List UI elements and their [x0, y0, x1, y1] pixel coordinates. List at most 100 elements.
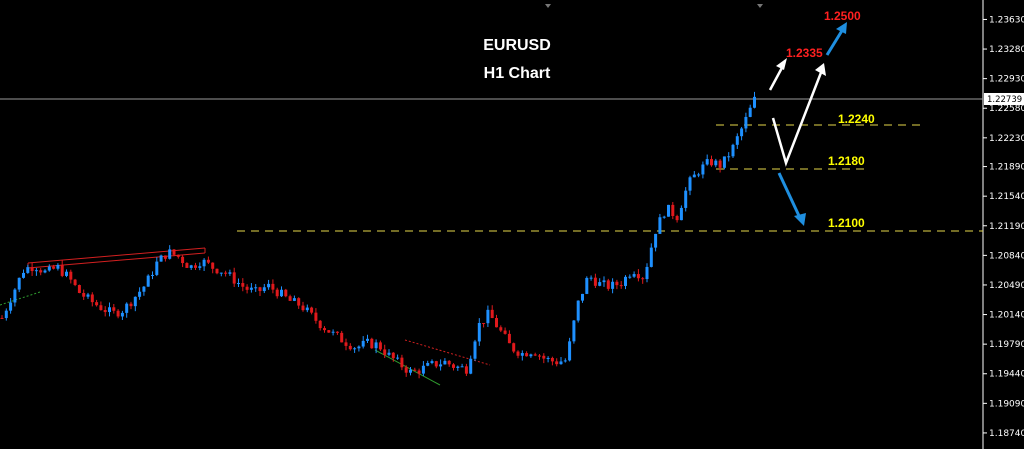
bear-candle	[185, 263, 189, 268]
bear-candle	[318, 320, 322, 329]
current-price-tag	[984, 93, 1024, 105]
support-levels: 1.2240 1.2180 1.2100	[237, 112, 983, 232]
bull-candle	[202, 259, 206, 267]
bull-candle	[662, 216, 666, 218]
price-tick-label: 1.23630	[989, 15, 1024, 25]
price-tick-label: 1.19440	[989, 370, 1024, 380]
bear-candle	[30, 267, 34, 272]
candles	[0, 91, 756, 379]
blue-arrowhead-down	[794, 213, 806, 226]
bull-candle	[753, 96, 756, 108]
bear-candle	[516, 351, 520, 356]
bear-candle	[39, 270, 43, 273]
white-arrowhead-1	[776, 58, 787, 70]
chart-symbol-title: EURUSD	[483, 37, 551, 54]
bull-candle	[748, 107, 752, 117]
red-dotted-trendline	[404, 339, 491, 366]
bear-candle	[383, 349, 387, 355]
bull-candle	[649, 247, 653, 267]
bull-candle	[460, 366, 464, 368]
bull-candle	[374, 342, 378, 349]
bear-candle	[710, 159, 713, 166]
bear-candle	[327, 330, 331, 333]
bull-candle	[658, 217, 662, 234]
bull-candle	[13, 289, 17, 303]
bull-candle	[146, 275, 150, 287]
bull-candle	[331, 331, 335, 333]
bear-candle	[503, 330, 507, 334]
bear-candle	[619, 285, 623, 287]
bull-candle	[254, 287, 258, 289]
bull-candle	[598, 282, 602, 286]
bear-candle	[555, 361, 559, 365]
bear-candle	[404, 367, 408, 373]
bear-candle	[348, 345, 352, 350]
white-arrowhead-2	[815, 63, 826, 76]
bull-candle	[546, 357, 550, 359]
bull-candle	[645, 266, 649, 280]
bull-candle	[396, 357, 400, 359]
projection-arrows	[768, 22, 847, 226]
bear-candle	[82, 292, 86, 297]
bull-candle	[228, 272, 232, 274]
bear-candle	[241, 283, 245, 287]
bull-candle	[529, 354, 533, 357]
bear-candle	[370, 338, 374, 349]
bull-candle	[151, 274, 154, 276]
bull-candle	[421, 365, 425, 374]
bear-candle	[340, 332, 344, 343]
bull-candle	[477, 322, 481, 342]
bull-candle	[469, 358, 473, 374]
bull-candle	[219, 272, 223, 274]
bull-candle	[688, 177, 692, 191]
bull-candle	[744, 116, 748, 129]
bull-candle	[426, 362, 430, 366]
bull-candle	[249, 287, 253, 290]
bear-candle	[211, 262, 215, 269]
price-tick-label: 1.20140	[989, 311, 1024, 321]
bull-candle	[585, 277, 589, 294]
bear-candle	[194, 265, 197, 268]
bear-candle	[636, 274, 640, 279]
bear-candle	[258, 287, 262, 292]
bull-candle	[361, 340, 365, 347]
current-price-value: 1.22739	[987, 95, 1022, 105]
blue-arrowhead-up	[836, 22, 847, 34]
bull-candle	[142, 286, 146, 292]
bear-candle	[224, 272, 228, 274]
bear-candle	[181, 256, 185, 264]
level-label-1-2100: 1.2100	[828, 216, 865, 230]
bull-candle	[34, 270, 38, 272]
bull-candle	[237, 283, 240, 285]
bull-candle	[56, 264, 60, 269]
bear-candle	[176, 254, 180, 257]
bull-candle	[714, 160, 718, 166]
bear-candle	[69, 271, 73, 280]
price-tick-label: 1.22580	[989, 104, 1024, 114]
bear-candle	[641, 278, 645, 280]
bull-candle	[47, 266, 51, 271]
bear-candle	[452, 364, 455, 368]
price-tick-label: 1.19090	[989, 399, 1024, 409]
price-tick-label: 1.19790	[989, 340, 1024, 350]
target-label-1-2335: 1.2335	[786, 46, 823, 60]
bull-candle	[581, 293, 584, 301]
bear-candle	[275, 289, 279, 297]
bull-candle	[138, 291, 142, 297]
bull-candle	[198, 266, 202, 268]
bear-candle	[60, 264, 64, 276]
bull-candle	[305, 307, 309, 311]
trendlines	[0, 247, 491, 386]
bear-candle	[378, 342, 382, 350]
bear-candle	[129, 303, 133, 307]
price-axis-ticks: 1.23630 1.23280 1.22930 1.22580 1.22230 1.218…	[983, 15, 1024, 439]
bull-candle	[17, 277, 21, 290]
bear-candle	[718, 160, 722, 168]
bear-candle	[417, 370, 421, 374]
bear-candle	[297, 298, 301, 306]
bear-candle	[232, 272, 236, 284]
price-tick-label: 1.21890	[989, 163, 1024, 173]
bear-candle	[400, 357, 404, 368]
bear-candle	[525, 353, 529, 357]
bear-candle	[335, 331, 339, 333]
